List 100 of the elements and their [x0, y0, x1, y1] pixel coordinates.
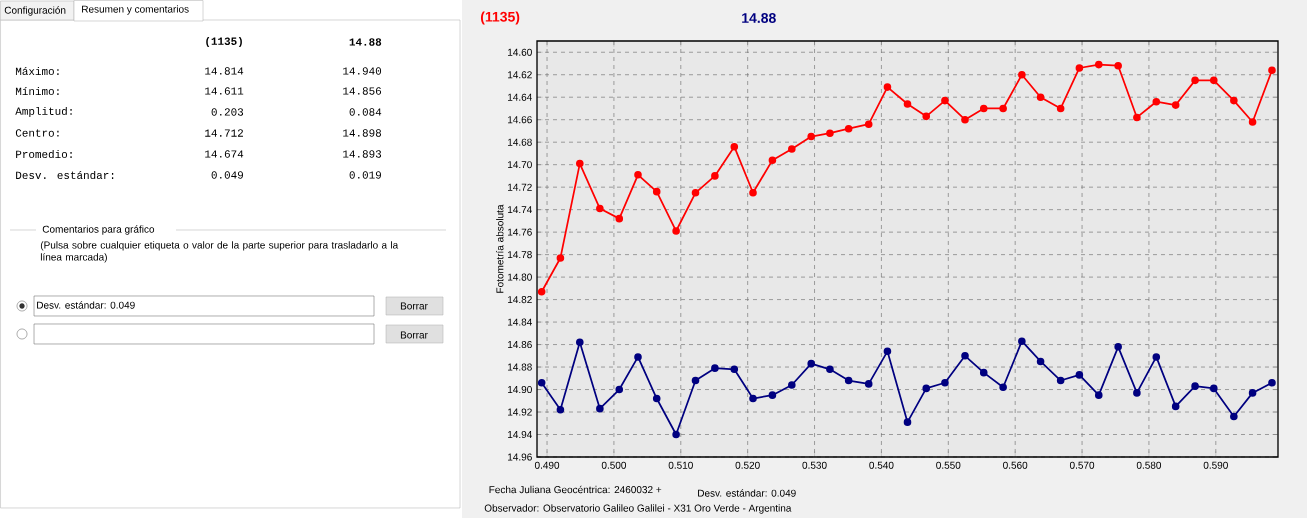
- point: [1152, 353, 1161, 361]
- point: [652, 187, 661, 196]
- point: [1094, 391, 1103, 399]
- text: 14.940: [343, 67, 382, 75]
- x-tick-label: 0.520: [735, 461, 760, 469]
- text: 0.049: [211, 171, 243, 179]
- text: Desv. estándar: 0.049: [37, 301, 135, 309]
- x-tick-label: 0.590: [1203, 461, 1228, 469]
- point: [1075, 64, 1084, 72]
- text: Centro:: [15, 129, 59, 137]
- point: [652, 394, 661, 403]
- y-tick-label: 14.70: [508, 161, 532, 169]
- point: [596, 204, 604, 213]
- text: Máximo:: [15, 66, 59, 75]
- text: Amplitud:: [15, 106, 72, 118]
- text: 0.203: [211, 108, 244, 116]
- y-tick-label: 14.66: [508, 116, 532, 124]
- point: [576, 338, 584, 347]
- point: [1056, 104, 1065, 113]
- x-tick-label: 0.550: [936, 461, 961, 469]
- point: [1191, 382, 1199, 390]
- y-tick-label: 14.86: [508, 341, 532, 349]
- point: [826, 129, 834, 137]
- point: [615, 214, 624, 223]
- point: [634, 353, 642, 361]
- point: [730, 142, 739, 151]
- text: Desv. estándar: 0.049: [698, 489, 796, 497]
- point: [1209, 384, 1218, 393]
- text: Borrar: [400, 331, 428, 339]
- point: [1152, 97, 1161, 106]
- text: Mínimo:: [15, 86, 59, 95]
- point: [1018, 337, 1026, 345]
- text: Desv. estándar:: [16, 170, 114, 180]
- text: 14.611: [205, 87, 244, 95]
- text: 14.893: [343, 150, 382, 158]
- text: Promedio:: [16, 149, 72, 159]
- point: [615, 385, 624, 394]
- y-tick-label: 14.74: [508, 206, 532, 214]
- point: [826, 365, 834, 374]
- point: [883, 83, 892, 91]
- point: [1036, 357, 1045, 366]
- text: 14.814: [205, 67, 244, 75]
- point: [1056, 376, 1065, 385]
- point: [922, 112, 931, 121]
- point: [730, 365, 739, 374]
- text: 0.084: [349, 108, 382, 116]
- point: [691, 188, 700, 197]
- point: [596, 404, 604, 413]
- point: [768, 156, 777, 164]
- y-tick-label: 14.62: [508, 71, 532, 79]
- x-tick-label: 0.540: [869, 461, 894, 469]
- point: [634, 170, 642, 179]
- point: [1248, 118, 1257, 126]
- y-tick-label: 14.92: [508, 408, 532, 416]
- point: [864, 120, 873, 128]
- text: 14.856: [343, 87, 382, 95]
- point: [1248, 389, 1257, 397]
- point: [556, 405, 565, 414]
- point: [691, 376, 700, 385]
- text: 14.674: [205, 150, 244, 158]
- point: [1171, 402, 1180, 411]
- point: [1133, 113, 1141, 122]
- point: [807, 359, 816, 368]
- y-tick-label: 14.88: [508, 363, 532, 371]
- y-axis-title: Fotometría absoluta: [495, 204, 504, 293]
- point: [999, 104, 1007, 113]
- point: [1191, 76, 1199, 85]
- text: 14.898: [343, 129, 382, 137]
- point: [864, 380, 873, 388]
- point: [711, 364, 719, 372]
- point: [1094, 60, 1103, 69]
- y-tick-label: 14.78: [508, 251, 532, 259]
- point: [788, 145, 796, 153]
- y-tick-label: 14.80: [508, 273, 532, 281]
- point: [883, 347, 892, 356]
- text: (1135): [206, 36, 242, 48]
- point: [1114, 343, 1122, 351]
- text: 0.019: [349, 171, 381, 179]
- point: [1114, 61, 1122, 70]
- point: [922, 384, 931, 393]
- point: [672, 430, 680, 439]
- point: [672, 227, 680, 235]
- point: [1036, 93, 1045, 102]
- point: [961, 115, 969, 124]
- point: [1171, 101, 1180, 109]
- point: [1230, 96, 1238, 105]
- text: 14.88: [349, 38, 382, 46]
- text: Configuración: [4, 6, 66, 16]
- point: [999, 383, 1007, 392]
- point: [961, 352, 969, 360]
- point: [941, 378, 949, 387]
- y-tick-label: 14.84: [508, 318, 532, 326]
- point: [941, 96, 949, 105]
- point: [1268, 378, 1276, 387]
- point: [537, 287, 546, 296]
- point: [788, 381, 796, 389]
- point: [979, 104, 988, 113]
- point: [749, 188, 757, 197]
- point: [1268, 66, 1276, 75]
- y-tick-label: 14.90: [508, 385, 532, 394]
